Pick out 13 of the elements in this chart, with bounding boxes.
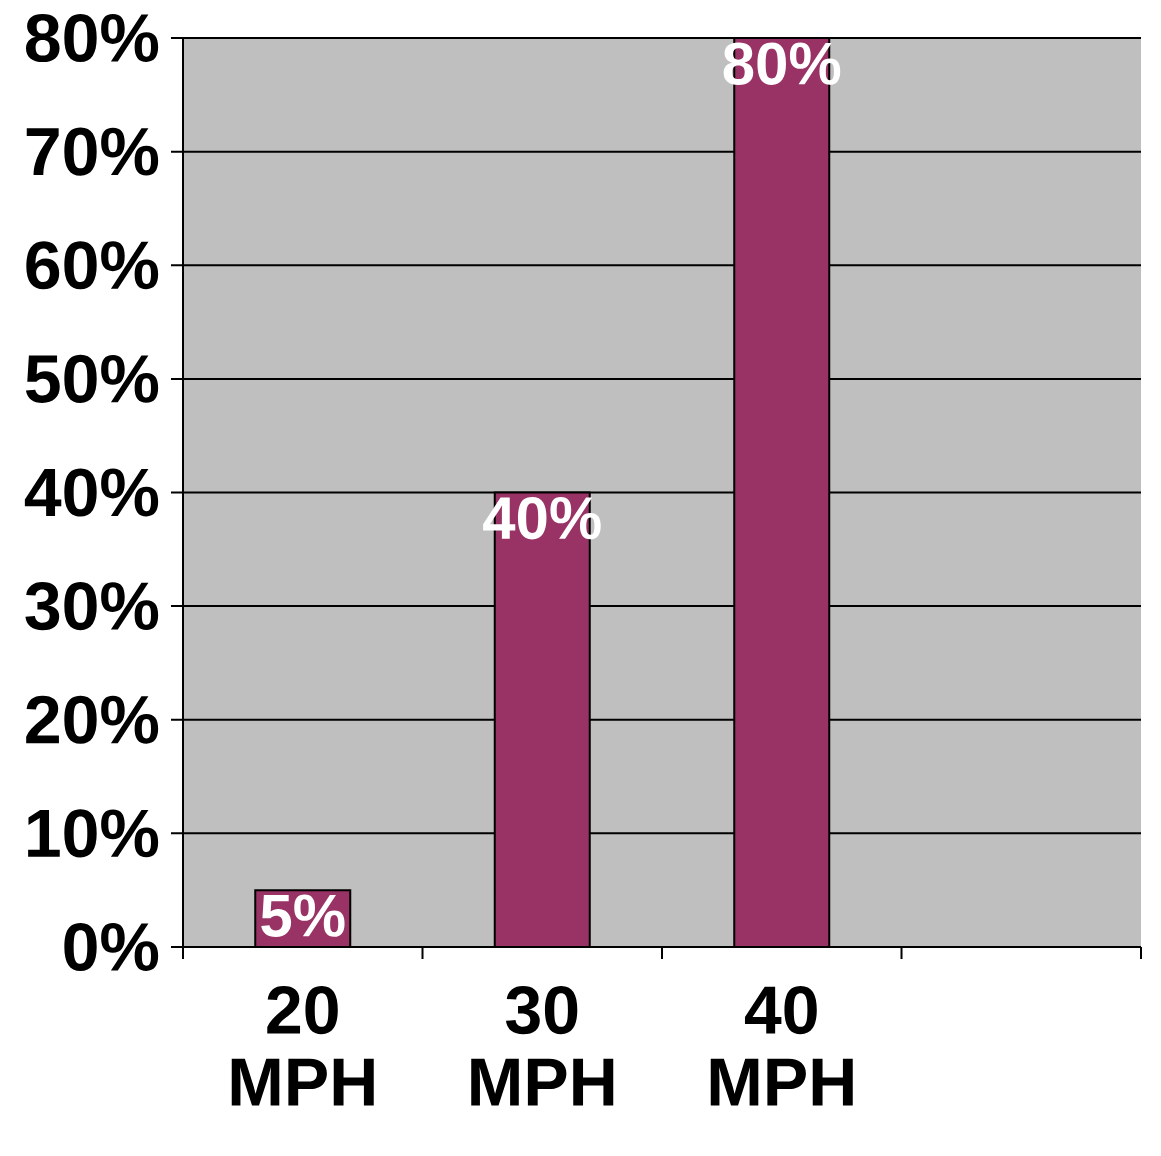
y-tick-label: 50% bbox=[25, 354, 159, 403]
y-tick-label: 20% bbox=[26, 695, 159, 744]
y-tick-label: 60% bbox=[26, 241, 159, 290]
x-tick-label: 20 MPH bbox=[231, 986, 374, 1106]
x-tick-label: 40 MPH bbox=[710, 986, 853, 1106]
y-tick-label: 80% bbox=[26, 13, 159, 63]
y-tick-label: 70% bbox=[26, 127, 159, 176]
y-tick-label: 40% bbox=[24, 468, 159, 517]
y-tick-label: 10% bbox=[28, 809, 159, 858]
x-tick-label: 30 MPH bbox=[471, 986, 614, 1106]
y-tick-label: 30% bbox=[25, 581, 159, 631]
data-label: 5% bbox=[261, 894, 345, 937]
y-tick-label: 0% bbox=[64, 922, 159, 972]
